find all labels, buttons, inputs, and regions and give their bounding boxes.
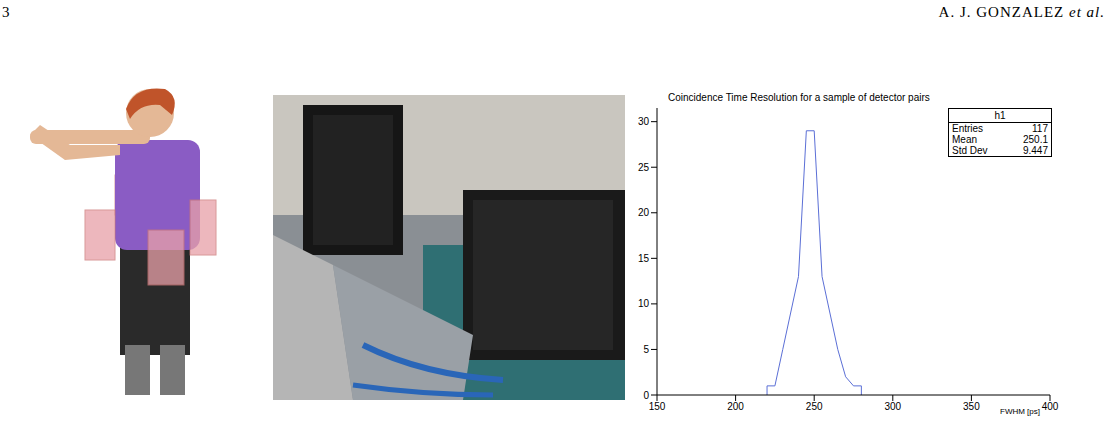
html-text:Mean: Mean (952, 134, 977, 145)
svg-text:30: 30 (638, 116, 650, 127)
html-text:Coincidence Time Resolution fo: Coincidence Time Resolution for a sample… (668, 92, 930, 103)
svg-text:25: 25 (638, 162, 650, 173)
html-text:A. J. GONZALEZ et al.: A. J. GONZALEZ et al. (938, 4, 1105, 20)
html-text:9.447: 9.447 (1023, 145, 1048, 156)
html-text:117: 117 (1032, 123, 1048, 134)
svg-text:300: 300 (884, 401, 901, 412)
svg-text:0: 0 (643, 390, 649, 401)
html-text:Std Dev: Std Dev (952, 145, 988, 156)
svg-text:250: 250 (806, 401, 823, 412)
html-text:Entries: Entries (952, 123, 984, 134)
svg-text:20: 20 (638, 207, 650, 218)
svg-text:150: 150 (649, 401, 666, 412)
html-text:3: 3 (2, 4, 10, 20)
svg-text:15: 15 (638, 253, 650, 264)
svg-text:5: 5 (643, 344, 649, 355)
svg-text:200: 200 (727, 401, 744, 412)
html-text:250.1: 250.1 (1023, 134, 1048, 145)
svg-text:10: 10 (638, 298, 650, 309)
svg-text:400: 400 (1042, 401, 1059, 412)
html-text:h1: h1 (994, 110, 1006, 121)
html-text:FWHM [ps]: FWHM [ps] (1000, 407, 1040, 416)
svg-text:350: 350 (963, 401, 980, 412)
